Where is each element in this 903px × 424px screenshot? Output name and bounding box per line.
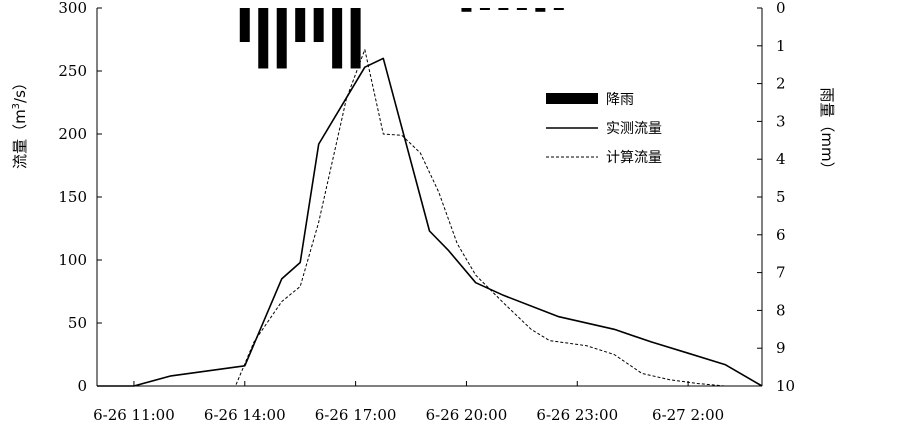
rain-bar [461,8,472,12]
right-tick-label: 1 [776,37,786,55]
rain-bar [516,8,527,10]
computed-flow-line [97,49,762,387]
left-tick-label: 0 [77,377,87,395]
rain-bar [276,8,287,69]
right-tick-label: 3 [776,112,786,130]
right-tick-label: 8 [776,301,786,319]
rain-bar [535,8,546,12]
rain-bar [479,8,490,10]
right-tick-label: 10 [776,377,795,395]
x-tick-label: 6-26 23:00 [536,406,618,424]
rain-bar [313,8,324,43]
rain-bar [295,8,306,43]
x-tick-label: 6-26 17:00 [315,406,397,424]
rain-bar [498,8,509,10]
left-axis-title: 流量（m3/s） [11,75,29,169]
legend-swatch-rain [546,93,598,104]
axes [96,7,763,387]
right-tick-label: 9 [776,339,786,357]
rain-bar [239,8,250,43]
right-tick-label: 4 [776,150,786,168]
flow-lines [97,49,763,387]
x-tick-label: 6-26 20:00 [426,406,508,424]
right-tick-label: 0 [776,0,786,17]
left-tick-label: 100 [58,251,87,269]
right-tick-label: 5 [776,188,786,206]
legend: 降雨 实测流量 计算流量 [531,83,689,171]
left-tick-label: 300 [58,0,87,17]
rainfall-bars [239,8,564,69]
observed-flow-line [97,57,763,387]
rain-bar [258,8,269,69]
rain-bar [332,8,343,69]
right-tick-label: 7 [776,264,786,282]
tick-labels: 0 50 100 150 200 250 300 0 1 2 3 4 5 6 7 8 9 10 6-26 11:00… [58,0,795,424]
left-tick-label: 200 [58,125,87,143]
rain-bar [553,8,564,10]
left-tick-label: 250 [58,62,87,80]
right-tick-label: 2 [776,75,786,93]
right-tick-label: 6 [776,226,786,244]
left-tick-label: 50 [68,314,87,332]
x-tick-label: 6-26 14:00 [204,406,286,424]
x-tick-label: 6-27 2:00 [652,406,724,424]
legend-label-rain: 降雨 [606,92,634,108]
left-tick-label: 150 [58,188,87,206]
rain-bar [350,8,361,69]
legend-label-observed: 实测流量 [606,121,662,137]
x-tick-label: 6-26 11:00 [93,406,175,424]
right-axis-title: 雨量（mm） [818,87,836,176]
legend-label-computed: 计算流量 [606,150,662,166]
